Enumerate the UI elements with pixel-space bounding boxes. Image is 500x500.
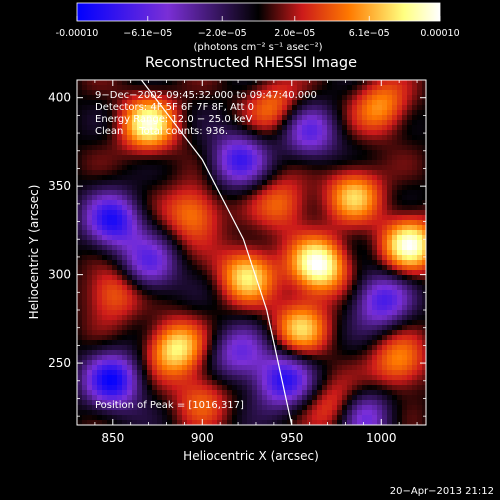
solar-limb-curve: [140, 80, 293, 425]
colorbar-ticks: -0.00010 −6.1e−05 −2.0e−05 2.0e−05 6.1e−05 0.…: [56, 16, 460, 39]
chart-title: Reconstructed RHESSI Image: [145, 55, 357, 71]
axis-ticks: 850 900 950 1000 250 300 350 400: [48, 79, 426, 445]
y-tick-label: 250: [48, 356, 71, 370]
x-tick-label: 950: [280, 431, 303, 445]
x-tick-label: 900: [191, 431, 214, 445]
annotation-clean-counts: Clean Total counts: 936.: [95, 126, 228, 137]
annotation-detectors: Detectors: 4F 5F 6F 7F 8F, Att 0: [95, 102, 254, 113]
annotation-time-range: 9−Dec−2002 09:45:32.000 to 09:47:40.000: [95, 90, 317, 101]
timestamp: 20−Apr−2013 21:12: [390, 486, 494, 497]
plot-frame: [76, 79, 427, 426]
annotation-peak-position: Position of Peak = [1016,317]: [95, 400, 244, 411]
y-tick-label: 350: [48, 179, 71, 193]
y-tick-label: 400: [48, 91, 71, 105]
y-axis-label: Heliocentric Y (arcsec): [27, 185, 41, 320]
colorbar-tick-label: −6.1e−05: [123, 28, 172, 39]
heatmap-image: [77, 80, 426, 425]
colorbar: [76, 2, 441, 22]
annotation-energy-range: Energy Range: 12.0 − 25.0 keV: [95, 114, 252, 125]
x-tick-label: 1000: [366, 431, 397, 445]
y-tick-label: 300: [48, 268, 71, 282]
colorbar-tick-label: 2.0e−05: [274, 28, 315, 39]
colorbar-tick-label: 6.1e−05: [349, 28, 390, 39]
colorbar-tick-label: -0.00010: [56, 28, 99, 39]
colorbar-tick-label: 0.00010: [420, 28, 459, 39]
colorbar-tick-label: −2.0e−05: [198, 28, 247, 39]
x-tick-label: 850: [101, 431, 124, 445]
x-axis-label: Heliocentric X (arcsec): [183, 449, 319, 463]
colorbar-unit-label: (photons cm⁻² s⁻¹ asec⁻²): [193, 42, 322, 53]
